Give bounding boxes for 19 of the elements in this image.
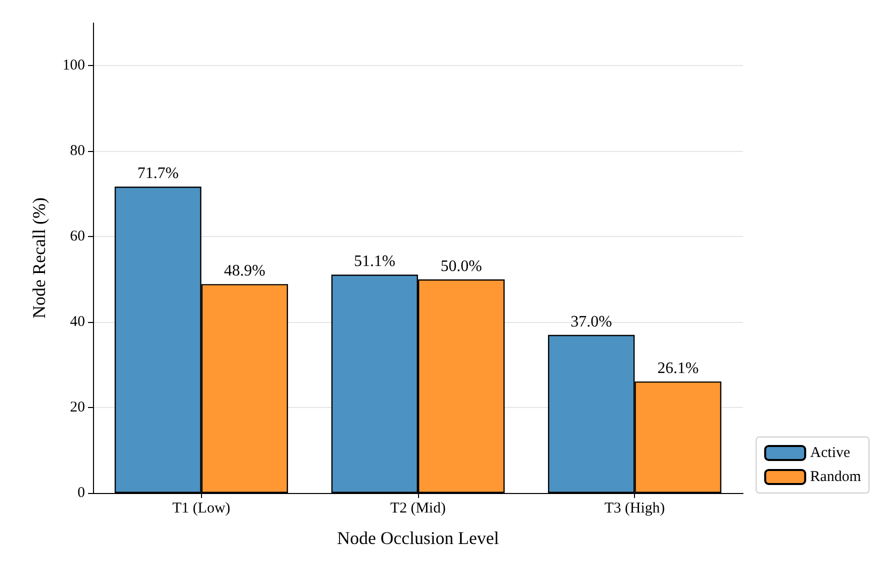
y-tick-label: 100 bbox=[62, 58, 85, 74]
data-label: 37.0% bbox=[570, 313, 612, 330]
legend-label: Active bbox=[810, 445, 850, 461]
x-tick-label: T1 (Low) bbox=[172, 500, 230, 516]
data-label: 26.1% bbox=[657, 360, 699, 377]
data-label: 51.1% bbox=[354, 253, 396, 270]
y-tick-label: 60 bbox=[70, 228, 85, 245]
x-tick-label: T3 (High) bbox=[604, 500, 665, 516]
data-label: 71.7% bbox=[137, 165, 179, 182]
legend-label: Random bbox=[810, 469, 862, 485]
y-tick-label: 20 bbox=[70, 400, 85, 416]
x-tick-label: T2 (Mid) bbox=[390, 500, 446, 516]
data-label: 50.0% bbox=[440, 258, 482, 275]
y-tick-label: 40 bbox=[70, 314, 85, 330]
x-axis-title: Node Occlusion Level bbox=[337, 528, 499, 548]
y-tick-label: 0 bbox=[78, 485, 85, 501]
data-label: 48.9% bbox=[224, 262, 266, 280]
y-axis-title: Node Recall (%) bbox=[29, 198, 49, 318]
y-tick-label: 80 bbox=[70, 143, 85, 160]
